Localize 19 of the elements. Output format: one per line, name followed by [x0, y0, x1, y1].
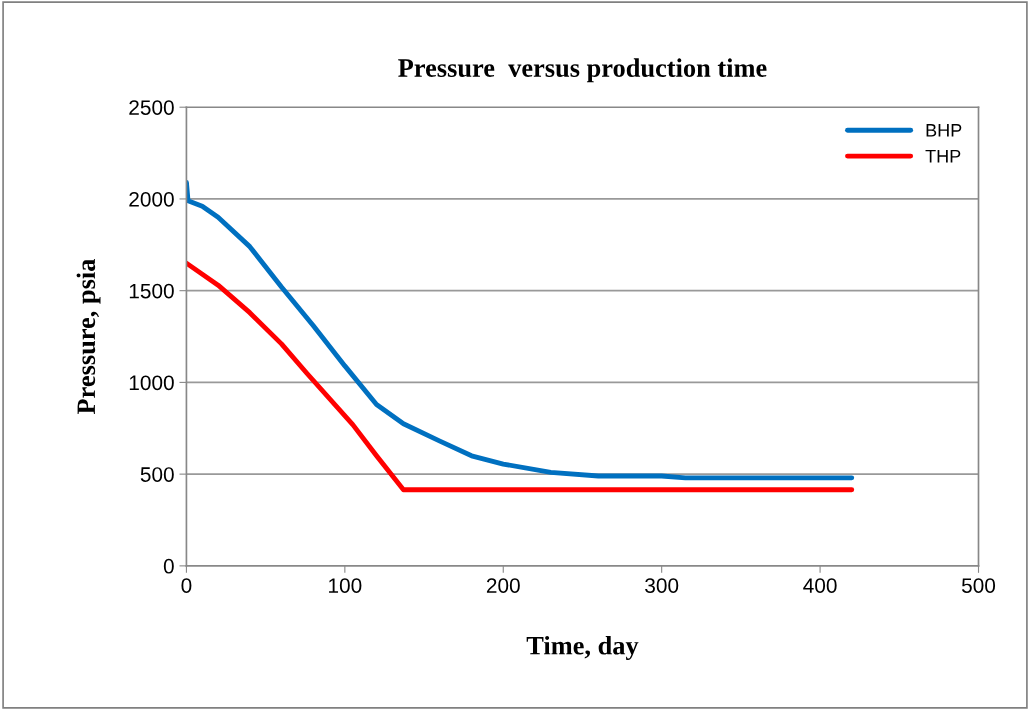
y-tick-label: 2000 [129, 191, 174, 207]
y-tick-label: 1500 [129, 283, 174, 299]
chart-title: Pressure versus production time [398, 58, 767, 83]
y-tick-label: 2500 [129, 100, 174, 115]
line-series [186, 260, 855, 493]
y-axis-title: Pressure, psia [76, 258, 101, 415]
x-tick-label: 100 [329, 578, 362, 593]
y-tick-label: 0 [163, 558, 174, 574]
x-tick-label: 300 [645, 578, 679, 593]
x-tick-label: 500 [961, 578, 996, 593]
legend-label: THP [925, 149, 961, 163]
legend-label: BHP [926, 124, 962, 137]
x-axis-title: Time, day [526, 635, 639, 660]
x-tick-label: 400 [803, 578, 837, 593]
y-tick-label: 1000 [129, 375, 174, 391]
y-tick-label: 500 [140, 467, 174, 482]
x-tick-label: 200 [486, 578, 520, 593]
line-series [186, 180, 855, 481]
x-tick-label: 0 [181, 578, 192, 593]
